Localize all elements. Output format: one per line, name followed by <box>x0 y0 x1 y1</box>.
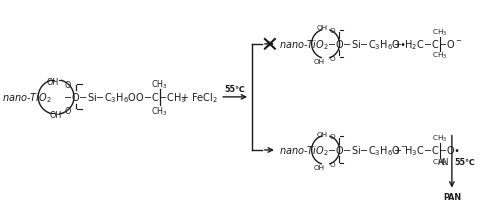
Text: $+$ H$_2$C$-$C$-$O$^-$: $+$ H$_2$C$-$C$-$O$^-$ <box>393 38 462 51</box>
Text: O: O <box>65 80 71 89</box>
Text: $-$O$-$Si$-$C$_3$H$_6$OO$-$C$-$CH$_3$: $-$O$-$Si$-$C$_3$H$_6$OO$-$C$-$CH$_3$ <box>63 91 186 104</box>
Text: 55℃: 55℃ <box>455 157 475 166</box>
Text: $+$ FeCl$_2$: $+$ FeCl$_2$ <box>180 91 218 104</box>
Text: OH: OH <box>47 78 59 86</box>
Text: nano-TiO$_2$: nano-TiO$_2$ <box>2 91 52 104</box>
Text: O: O <box>330 28 336 34</box>
Text: CH$_3$: CH$_3$ <box>432 28 448 38</box>
Text: CH$_3$: CH$_3$ <box>432 157 448 167</box>
Text: $+$ H$_3$C$-$C$-$O$\bullet$: $+$ H$_3$C$-$C$-$O$\bullet$ <box>393 143 460 157</box>
Text: PAN: PAN <box>443 193 461 202</box>
Text: OH: OH <box>314 165 325 171</box>
Text: CH$_3$: CH$_3$ <box>151 105 168 117</box>
Text: nano-TiO$_2$: nano-TiO$_2$ <box>279 38 328 51</box>
Text: CH$_3$: CH$_3$ <box>151 78 168 90</box>
Text: CH$_3$: CH$_3$ <box>432 134 448 144</box>
Text: O: O <box>330 134 336 140</box>
Text: CH$_3$: CH$_3$ <box>432 51 448 61</box>
Text: AN: AN <box>438 157 449 166</box>
Text: O: O <box>65 106 71 115</box>
Text: OH: OH <box>317 25 328 31</box>
Text: 55℃: 55℃ <box>224 85 246 94</box>
Text: O: O <box>330 56 336 62</box>
Text: OH: OH <box>314 59 325 65</box>
Text: OH: OH <box>317 131 328 137</box>
Text: $-$O$-$Si$-$C$_3$H$_6$O$^-$: $-$O$-$Si$-$C$_3$H$_6$O$^-$ <box>326 143 407 157</box>
Text: nano-TiO$_2$: nano-TiO$_2$ <box>279 143 328 157</box>
Text: $-$O$-$Si$-$C$_3$H$_6$O$\bullet$: $-$O$-$Si$-$C$_3$H$_6$O$\bullet$ <box>326 38 406 51</box>
Text: O: O <box>330 162 336 168</box>
Text: OH: OH <box>50 110 62 119</box>
